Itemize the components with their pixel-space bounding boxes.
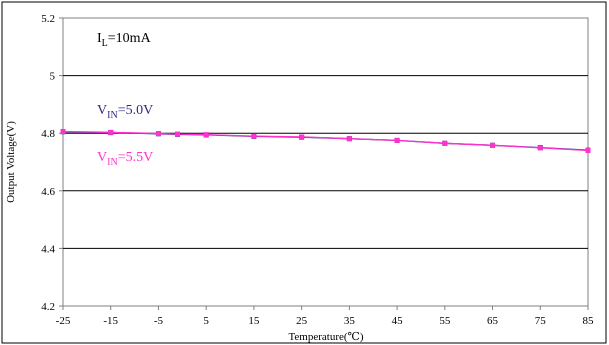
vin-55-annotation: VIN=5.5V [97, 150, 153, 168]
vin55-sub: IN [107, 157, 118, 168]
x-tick-label: 75 [535, 315, 547, 327]
y-tick-label: 4.8 [41, 128, 55, 140]
data-point-marker [346, 136, 352, 142]
x-tick-label: -5 [154, 315, 164, 327]
data-point-marker [537, 145, 543, 151]
il-main: I [97, 31, 102, 46]
data-point-marker [108, 129, 114, 135]
y-tick-label: 5.2 [41, 13, 55, 25]
x-tick-label: 35 [344, 315, 356, 327]
x-tick-label: 5 [203, 315, 209, 327]
x-tick-label: 45 [392, 315, 404, 327]
data-point-marker [60, 128, 66, 134]
load-current-annotation: IL=10mA [97, 31, 152, 49]
vin55-main: V [97, 150, 107, 165]
x-tick-label: -15 [103, 315, 118, 327]
y-tick-label: 4.4 [41, 243, 55, 255]
y-tick-labels: 4.2 4.4 4.6 4.8 5 5.2 [41, 13, 55, 313]
vin55-rest: =5.5V [118, 150, 154, 165]
vin50-rest: =5.0V [118, 103, 154, 118]
x-tick-label: 15 [248, 315, 260, 327]
x-tick-label: 85 [583, 315, 595, 327]
data-point-marker [175, 131, 181, 137]
data-point-marker [442, 140, 448, 146]
vin50-main: V [97, 103, 107, 118]
y-axis-title: Output Voltage(V) [5, 121, 17, 203]
y-tick-label: 4.6 [41, 186, 55, 198]
data-point-marker [203, 132, 209, 138]
plot-area [62, 17, 589, 307]
il-sub: L [102, 38, 108, 49]
x-tick-label: 55 [439, 315, 451, 327]
y-tick-label: 4.2 [41, 301, 55, 313]
series-markers [60, 128, 591, 153]
il-rest: =10mA [108, 31, 152, 46]
x-tick-label: 65 [487, 315, 499, 327]
data-point-marker [585, 147, 591, 153]
x-tick-labels: -25 -15 -5 5 15 25 35 45 55 65 75 85 [56, 315, 594, 327]
x-axis-title: Temperature(℃) [288, 331, 363, 343]
x-tick-label: 25 [296, 315, 308, 327]
x-tick-label: -25 [56, 315, 71, 327]
data-point-marker [490, 142, 496, 148]
data-point-marker [251, 133, 257, 139]
data-point-marker [155, 130, 161, 136]
data-point-marker [299, 134, 305, 140]
vin50-sub: IN [107, 110, 118, 121]
vin-50-annotation: VIN=5.0V [97, 103, 153, 121]
data-point-marker [394, 137, 400, 143]
y-tick-label: 5 [50, 71, 56, 83]
